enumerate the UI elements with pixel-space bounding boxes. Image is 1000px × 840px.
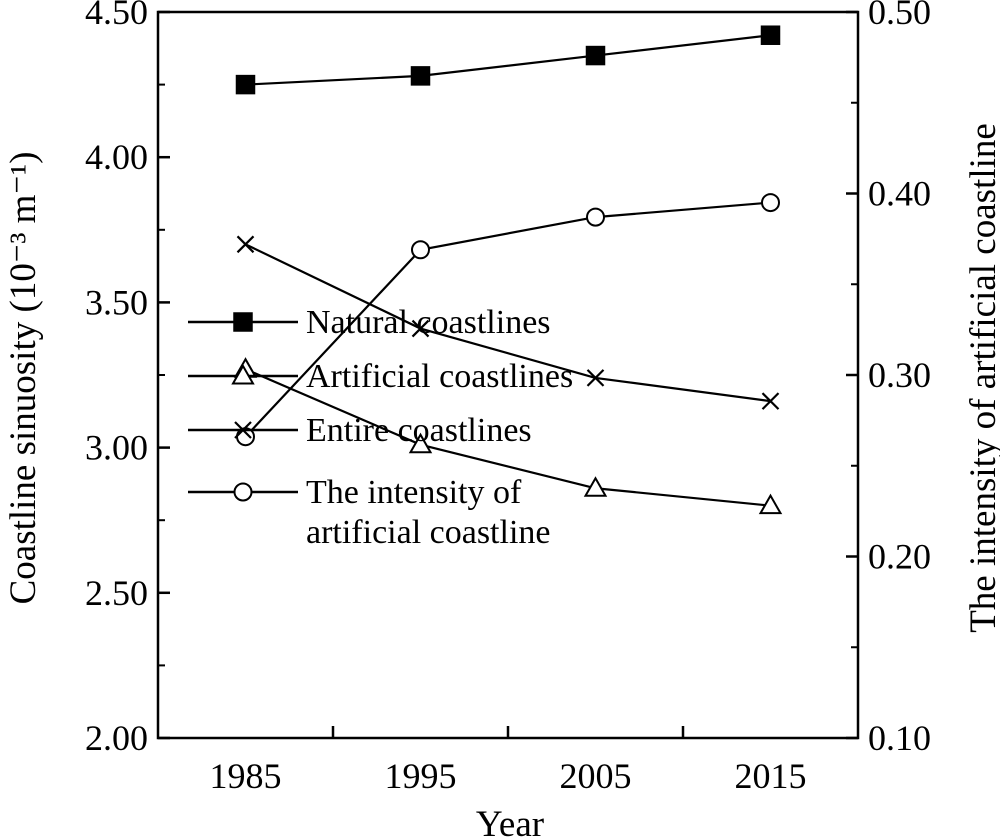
y-left-tick-label: 4.00 <box>85 137 148 177</box>
data-point-series-4 <box>586 207 605 227</box>
series-line-4 <box>244 201 771 438</box>
y-left-tick-label: 2.50 <box>85 573 148 613</box>
data-point-series-1 <box>585 45 606 66</box>
legend-label: Artificial coastlines <box>306 358 573 395</box>
legend-item-2: Artificial coastlines <box>188 358 573 395</box>
legend: Natural coastlines Artificial coastlines E… <box>188 304 573 551</box>
data-point-series-2 <box>583 476 608 497</box>
x-marker-stroke <box>586 369 605 387</box>
legend-item-3: Entire coastlines <box>188 412 532 449</box>
legend-item-1: Natural coastlines <box>188 304 551 341</box>
legend-label: Natural coastlines <box>306 304 551 341</box>
y-right-tick-label: 0.10 <box>868 718 931 758</box>
legend-marker <box>234 421 252 439</box>
x-marker-stroke <box>236 235 255 254</box>
series-line-2 <box>245 368 771 507</box>
legend-label: artificial coastline <box>306 514 551 551</box>
series-line-3 <box>245 243 771 403</box>
y-axis-left-title: Coastline sinuosity (10⁻³ m⁻¹) <box>3 152 44 605</box>
x-marker-stroke <box>234 421 252 439</box>
data-point-series-3 <box>236 235 255 254</box>
data-point-series-3 <box>586 369 605 387</box>
legend-label: The intensity of <box>306 474 522 511</box>
y-right-tick-label: 0.40 <box>868 174 931 214</box>
y-left-tick-label: 2.00 <box>85 718 148 758</box>
x-marker-stroke <box>411 319 430 338</box>
x-tick-label: 1985 <box>210 756 282 796</box>
axes: 2.00 2.50 3.00 3.50 4.00 4.50 0.10 0.20 0.30 0.40… <box>85 0 931 796</box>
legend-marker <box>231 363 255 385</box>
data-point-series-4 <box>411 240 430 260</box>
data-point-series-4 <box>761 193 780 213</box>
y-right-tick-label: 0.50 <box>868 0 931 32</box>
y-left-tick-label: 3.00 <box>85 428 148 468</box>
legend-marker <box>233 482 253 502</box>
data-point-series-3 <box>761 392 780 410</box>
data-point-series-2 <box>758 493 783 515</box>
data-point-series-3 <box>411 319 430 338</box>
series-line-1 <box>245 34 771 86</box>
x-tick-label: 2005 <box>560 756 632 796</box>
legend-label: Entire coastlines <box>306 412 532 449</box>
y-right-tick-label: 0.30 <box>868 355 931 395</box>
legend-marker <box>233 312 253 332</box>
x-tick-label: 2015 <box>735 756 807 796</box>
data-point-series-1 <box>410 66 431 86</box>
y-left-tick-label: 3.50 <box>85 282 148 322</box>
y-axis-right-title: The intensity of artificial coastline <box>963 123 1000 633</box>
y-right-tick-label: 0.20 <box>868 537 931 577</box>
x-tick-label: 1995 <box>385 756 457 796</box>
data-point-series-1 <box>760 25 781 45</box>
data-point-series-1 <box>235 74 256 95</box>
data-point-series-2 <box>408 432 433 454</box>
x-axis-title: Year <box>476 804 544 840</box>
x-marker-stroke <box>761 392 780 410</box>
y-left-tick-label: 4.50 <box>85 0 148 32</box>
